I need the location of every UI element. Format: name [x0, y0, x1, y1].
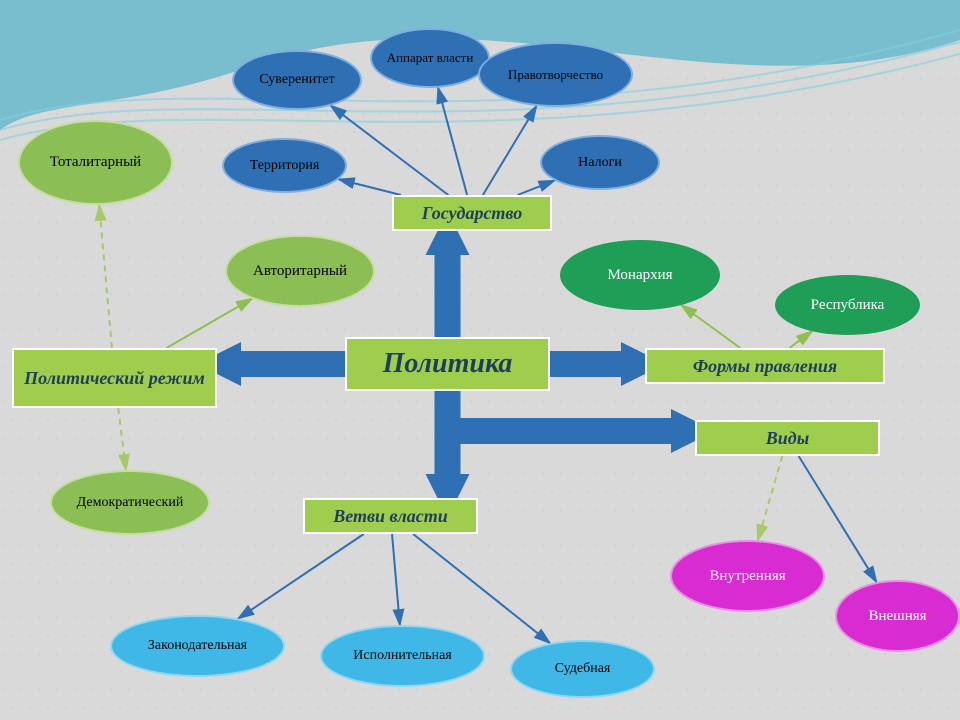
node-legislative: Законодательная — [110, 615, 285, 677]
node-totalitarian: Тоталитарный — [18, 120, 173, 205]
node-external: Внешняя — [835, 580, 960, 652]
node-taxes: Налоги — [540, 135, 660, 190]
node-democratic: Демократический — [50, 470, 210, 535]
node-center: Политика — [345, 337, 550, 391]
node-judicial: Судебная — [510, 640, 655, 698]
node-branches: Ветви власти — [303, 498, 478, 534]
node-state: Государство — [392, 195, 552, 231]
node-monarchy: Монархия — [560, 240, 720, 310]
diagram-stage: Политика Государство Политический режим Фор… — [0, 0, 960, 720]
node-sovereignty: Суверенитет — [232, 50, 362, 110]
node-lawmaking: Правотворчество — [478, 42, 633, 107]
node-internal: Внутренняя — [670, 540, 825, 612]
node-forms: Формы правления — [645, 348, 885, 384]
node-republic: Республика — [775, 275, 920, 335]
node-regime: Политический режим — [12, 348, 217, 408]
node-types: Виды — [695, 420, 880, 456]
node-authoritarian: Авторитарный — [225, 235, 375, 307]
node-executive: Исполнительная — [320, 625, 485, 687]
node-apparatus: Аппарат власти — [370, 28, 490, 88]
node-territory: Территория — [222, 138, 347, 193]
